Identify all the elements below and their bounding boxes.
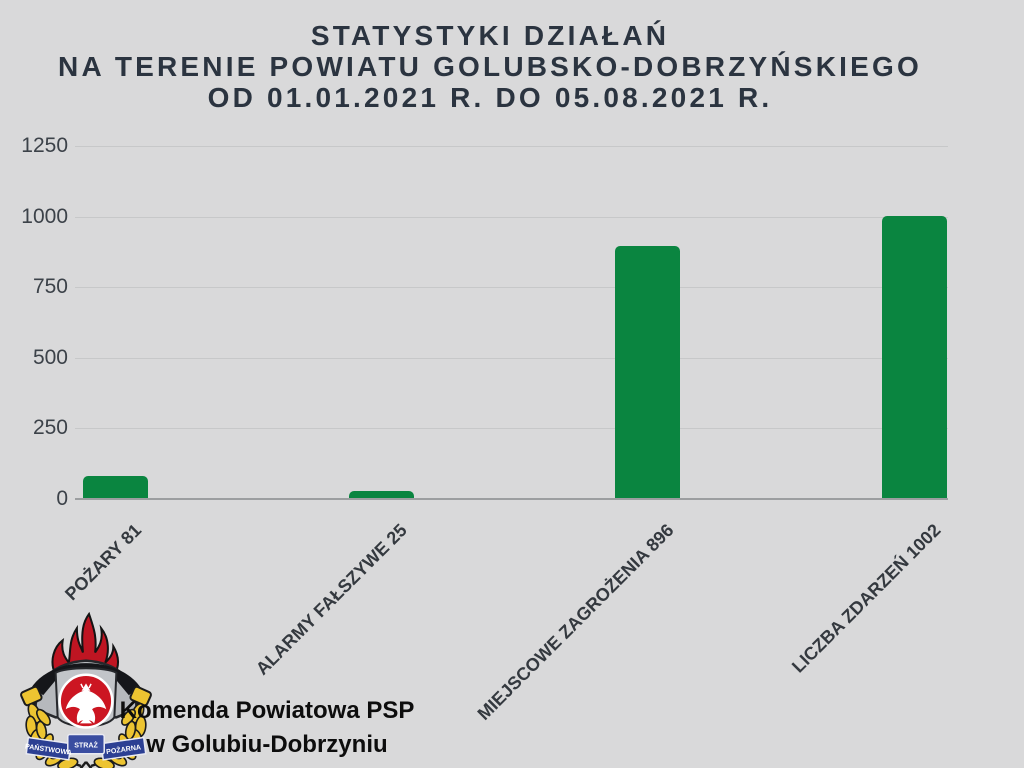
x-tick-label-1: POŻARY 81 bbox=[60, 520, 146, 605]
y-tick-label-1250: 1250 bbox=[21, 134, 68, 157]
gridline-500 bbox=[75, 357, 948, 359]
x-tick-label-3: MIEJSCOWE ZAGROŻENIA 896 bbox=[473, 520, 678, 724]
y-tick-label-500: 500 bbox=[32, 345, 68, 369]
gridline-250 bbox=[75, 428, 948, 429]
x-tick-label-2: ALARMY FAŁSZYWE 25 bbox=[252, 520, 412, 679]
bar-2 bbox=[348, 491, 414, 499]
footer-caption-line2: w Golubiu-Dobrzyniu bbox=[146, 731, 388, 758]
bar-3 bbox=[615, 245, 680, 499]
gridline-1250 bbox=[75, 146, 948, 147]
x-axis-line bbox=[75, 497, 948, 500]
chart-title-line1: STATYSTYKI DZIAŁAŃ bbox=[310, 20, 670, 51]
footer-caption: Komenda Powiatowa PSP w Golubiu-Dobrzyni… bbox=[112, 694, 422, 762]
y-tick-label-1000: 1000 bbox=[21, 204, 68, 228]
y-tick-label-0: 0 bbox=[56, 486, 68, 510]
flames-icon bbox=[51, 612, 120, 676]
eagle-badge-icon bbox=[58, 673, 114, 729]
x-tick-label-4: LICZBA ZDARZEŃ 1002 bbox=[787, 520, 945, 677]
psp-logo: PAŃSTWOWA STRAŻ POŻARNA bbox=[20, 612, 152, 768]
gridline-750 bbox=[75, 287, 948, 288]
footer-caption-line1: Komenda Powiatowa PSP bbox=[119, 697, 415, 724]
gridline-1000 bbox=[75, 216, 948, 218]
ribbon-text-center: STRAŻ bbox=[74, 742, 98, 750]
bar-4 bbox=[881, 215, 947, 499]
chart-title-line3: OD 01.01.2021 R. DO 05.08.2021 R. bbox=[207, 82, 773, 113]
chart-title-line2: NA TERENIE POWIATU GOLUBSKO-DOBRZYŃSKIEG… bbox=[58, 51, 922, 82]
chart-title: STATYSTYKI DZIAŁAŃ NA TERENIE POWIATU GO… bbox=[0, 20, 980, 113]
y-tick-label-750: 750 bbox=[32, 275, 68, 298]
ribbon-banner: PAŃSTWOWA STRAŻ POŻARNA bbox=[25, 733, 147, 761]
bar-1 bbox=[82, 475, 148, 499]
y-tick-label-250: 250 bbox=[32, 416, 68, 439]
